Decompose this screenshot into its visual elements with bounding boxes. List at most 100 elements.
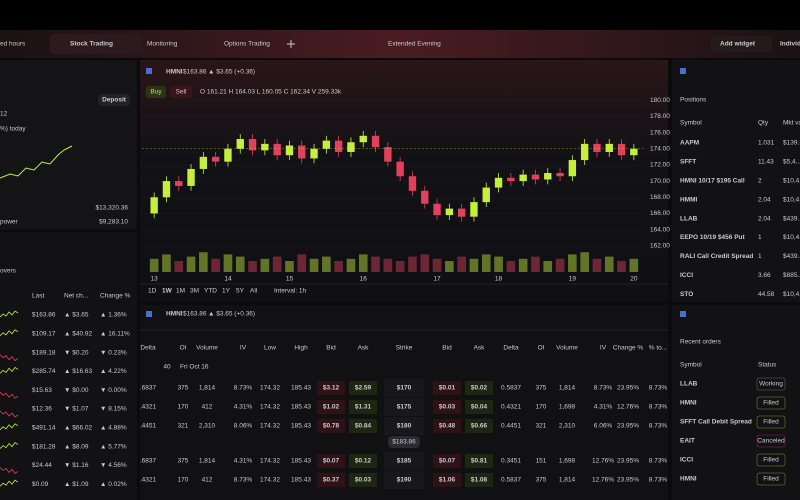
x-tick-label: 19	[569, 276, 577, 283]
candle-body	[556, 173, 564, 177]
y-tick-label: 166.00	[650, 210, 670, 217]
option-cell: $0.07	[439, 458, 456, 465]
panel-title: Recent orders	[680, 339, 722, 346]
position-cell: $10,4...	[783, 196, 800, 203]
tab[interactable]: Stock Trading	[70, 41, 113, 48]
bid-cell	[317, 419, 345, 433]
account-switch[interactable]: Individ	[780, 41, 800, 48]
column-header: IV	[600, 345, 607, 352]
column-header: Strike	[396, 345, 413, 352]
column-header: Delta	[503, 345, 519, 352]
buy-label[interactable]: Buy	[150, 89, 162, 96]
option-cell: $0.81	[471, 458, 488, 465]
last-price: $24.44	[32, 462, 52, 469]
status-badge	[756, 415, 786, 429]
option-cell: 151	[536, 458, 547, 465]
percent-change: ▲ 0.02%	[100, 481, 127, 488]
volume-bar	[149, 258, 159, 272]
option-cell: $0.03	[355, 477, 372, 484]
range-button[interactable]: 5Y	[236, 288, 245, 295]
volume-bar	[457, 256, 466, 272]
option-cell: 0.5837	[501, 477, 521, 484]
percent-change: ▲ 4.88%	[100, 425, 127, 432]
symbol: HMNI	[166, 311, 183, 318]
column-header: Change %	[613, 345, 644, 352]
candle-body	[544, 173, 552, 180]
volume-bar	[445, 261, 454, 272]
column-header: Net ch...	[64, 293, 88, 300]
percent-change: ▼ 4.56%	[100, 462, 127, 469]
tab[interactable]: Monitoring	[147, 41, 178, 48]
option-cell: 1,698	[559, 458, 576, 465]
sell-label[interactable]: Sell	[176, 89, 187, 96]
range-button[interactable]: 1M	[176, 288, 185, 295]
volume-bar	[174, 261, 184, 272]
bid-cell	[317, 381, 345, 395]
add-widget-button[interactable]	[710, 36, 772, 52]
y-tick-label: 176.00	[650, 129, 670, 136]
volume-bar	[506, 261, 516, 272]
option-cell: 8.73%	[234, 385, 253, 392]
percent-change: ▲ 16.11%	[100, 331, 130, 338]
range-button[interactable]: 1W	[162, 288, 173, 295]
order-symbol: SFFT Call Debit Spread	[680, 419, 752, 426]
deposit-button[interactable]	[98, 94, 130, 106]
range-button[interactable]: YTD	[204, 288, 217, 295]
option-cell: 8.73%	[594, 385, 613, 392]
order-status: Filled	[763, 457, 779, 464]
column-header: Ask	[358, 345, 370, 352]
interval-select[interactable]: Interval: 1h	[274, 288, 307, 295]
bid-cell	[433, 473, 461, 487]
y-tick-label: 180.00	[650, 97, 670, 104]
option-cell: 4.31%	[234, 404, 253, 411]
option-cell: 8.73%	[649, 458, 668, 465]
option-cell: $0.66	[471, 423, 488, 430]
candle-body	[568, 160, 577, 177]
option-cell: 23.95%	[617, 477, 639, 484]
sell-button[interactable]	[170, 86, 192, 98]
ask-cell	[349, 400, 377, 414]
portfolio-sparkline	[0, 145, 73, 179]
candle-body	[396, 161, 404, 177]
change: ▲ $3.65 (+0.36)	[208, 69, 255, 76]
active-tab[interactable]	[50, 34, 142, 54]
last-price: $109.17	[32, 331, 56, 338]
option-cell: 12.76%	[592, 458, 614, 465]
position-cell: $139...	[783, 140, 800, 147]
volume-bar	[408, 256, 417, 272]
tab[interactable]: ed hours	[0, 41, 26, 48]
volume-bar	[211, 258, 220, 272]
status-badge	[756, 434, 786, 448]
option-cell: 8.06%	[234, 423, 253, 430]
range-button[interactable]: 1Y	[222, 288, 231, 295]
option-cell: 12.76%	[617, 404, 639, 411]
tab[interactable]: Options Trading	[224, 41, 270, 48]
option-cell: 8.73%	[649, 385, 668, 392]
candle-body	[605, 143, 613, 152]
strike-cell	[384, 379, 424, 397]
candle-body	[519, 174, 527, 182]
buy-button[interactable]	[146, 86, 166, 98]
option-cell: $1.02	[323, 404, 340, 411]
order-symbol: HMNI	[680, 400, 697, 407]
ask-cell	[465, 400, 493, 414]
range-button[interactable]: 3M	[190, 288, 199, 295]
column-header: High	[294, 345, 308, 352]
candle-body	[421, 190, 429, 204]
column-header: Ask	[474, 345, 486, 352]
position-cell: $439...	[783, 215, 800, 222]
position-cell: 2.04	[758, 215, 771, 222]
range-button[interactable]: 1D	[148, 288, 157, 295]
option-cell: 2,310	[559, 423, 576, 430]
add-tab-icon[interactable]	[287, 40, 295, 48]
option-cell: 0.4321	[501, 404, 521, 411]
position-cell: 1	[758, 253, 762, 260]
range-button[interactable]: All	[250, 288, 258, 295]
option-cell: 8.73%	[649, 423, 668, 430]
option-cell: $0.12	[355, 458, 372, 465]
option-cell: $1.08	[471, 477, 488, 484]
option-cell: 0.3451	[501, 458, 521, 465]
option-cell: 174.32	[260, 423, 280, 430]
bid-cell	[317, 454, 345, 468]
x-tick-label: 20	[630, 276, 638, 283]
